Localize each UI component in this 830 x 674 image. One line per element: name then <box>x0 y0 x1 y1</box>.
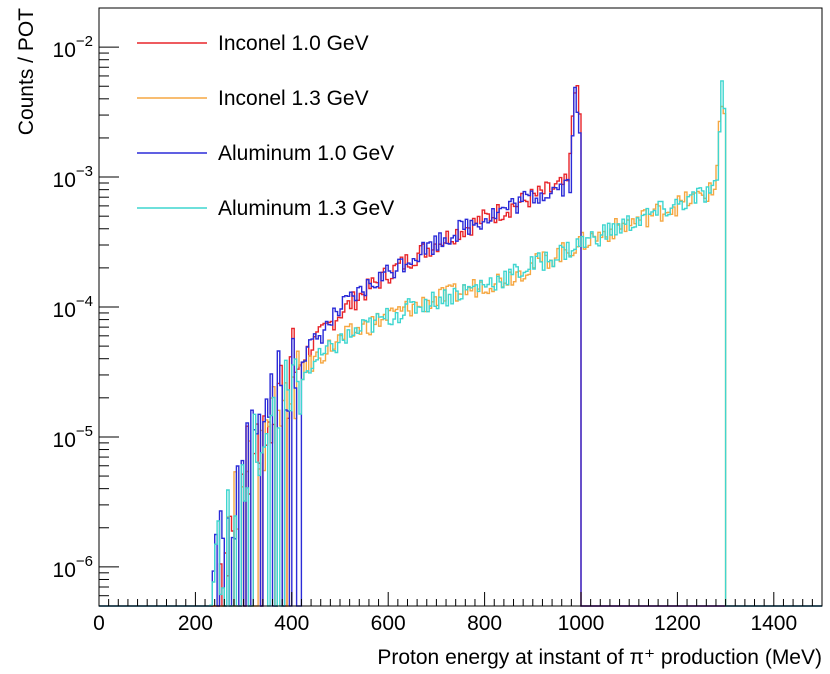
y-tick-exponent: −4 <box>76 293 93 310</box>
x-tick-label: 1200 <box>654 612 701 635</box>
y-tick-exponent: −3 <box>76 163 93 180</box>
y-tick-label: 10−6 <box>53 553 93 582</box>
y-axis-title: Counts / POT <box>15 8 38 135</box>
x-tick-label: 400 <box>274 612 309 635</box>
y-tick-label: 10−2 <box>53 33 93 62</box>
x-tick-label: 1400 <box>750 612 797 635</box>
y-tick-exponent: −5 <box>76 423 93 440</box>
y-tick-base: 10 <box>53 39 76 62</box>
legend-label: Inconel 1.3 GeV <box>218 87 369 110</box>
legend: Inconel 1.0 GeV Inconel 1.3 GeV Aluminum 1… <box>137 32 394 220</box>
x-axis-title: Proton energy at instant of π⁺ productio… <box>377 646 822 669</box>
y-tick-label: 10−4 <box>53 293 93 322</box>
x-tick-label: 1000 <box>558 612 605 635</box>
x-tick-label: 800 <box>467 612 502 635</box>
legend-label: Aluminum 1.0 GeV <box>218 142 394 165</box>
y-axis: 10−610−510−410−310−2 <box>53 7 119 607</box>
y-tick-label: 10−3 <box>53 163 93 192</box>
y-tick-base: 10 <box>53 429 76 452</box>
legend-label: Inconel 1.0 GeV <box>218 32 369 55</box>
x-tick-label: 200 <box>178 612 213 635</box>
x-tick-label: 600 <box>371 612 406 635</box>
y-tick-base: 10 <box>53 299 76 322</box>
series-line-2 <box>99 105 822 607</box>
x-axis: 0 200 400 600 800 1000 1200 1400 <box>93 592 823 635</box>
y-tick-base: 10 <box>53 559 76 582</box>
y-tick-label: 10−5 <box>53 423 93 452</box>
series-line-4 <box>99 80 822 607</box>
x-tick-label: 0 <box>93 612 105 635</box>
legend-label: Aluminum 1.3 GeV <box>218 197 394 220</box>
series-layer <box>99 80 822 607</box>
y-tick-exponent: −2 <box>76 33 93 50</box>
y-tick-exponent: −6 <box>76 553 93 570</box>
y-tick-base: 10 <box>53 169 76 192</box>
